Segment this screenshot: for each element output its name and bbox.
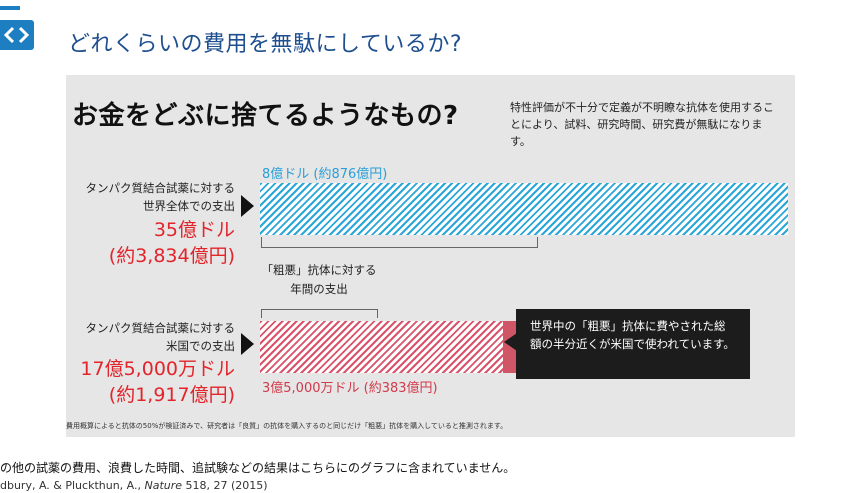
callout-arrow-icon <box>504 333 517 351</box>
citation-authors: dbury, A. & Pluckthun, A., <box>0 479 145 492</box>
chevron-left-icon[interactable] <box>0 20 34 50</box>
us-label-line1: タンパク質結合試薬に対する <box>85 321 236 335</box>
world-pointer-icon <box>241 195 254 217</box>
caption-line2: dbury, A. & Pluckthun, A., Nature 518, 2… <box>0 479 268 492</box>
world-label-line2: 世界全体での支出 <box>143 199 235 213</box>
infographic-panel: お金をどぶに捨てるようなもの? 特性評価が不十分で定義が不明瞭な抗体を使用するこ… <box>66 75 795 437</box>
us-amount: 17億5,000万ドル <box>80 358 235 380</box>
world-label: タンパク質結合試薬に対する 世界全体での支出 <box>86 179 236 215</box>
us-label: タンパク質結合試薬に対する 米国での支出 <box>86 319 236 355</box>
caption-line1: の他の試薬の費用、浪費した時間、追試験などの結果はこちらにのグラフに含まれていま… <box>0 461 516 475</box>
us-bar-label: 3億5,000万ドル (約383億円) <box>262 381 438 396</box>
us-bad-bar <box>260 321 503 373</box>
logo-bar <box>0 6 20 10</box>
middle-label-line2: 年間の支出 <box>290 282 348 296</box>
us-amount-yen: (約1,917億円) <box>108 384 235 406</box>
us-pointer-icon <box>241 333 254 355</box>
middle-label: 「粗悪」抗体に対する 年間の支出 <box>254 261 384 299</box>
citation-journal: Nature <box>144 479 183 492</box>
callout-box: 世界中の「粗悪」抗体に費やされた総額の半分近くが米国で使われています。 <box>516 309 750 379</box>
world-bar-label: 8億ドル (約876億円) <box>262 167 388 182</box>
world-amount-yen: (約3,834億円) <box>108 245 235 267</box>
us-amount-block: 17億5,000万ドル (約1,917億円) <box>80 356 235 408</box>
world-bracket <box>261 237 538 248</box>
world-amount-block: 35億ドル (約3,834億円) <box>109 217 235 269</box>
us-label-line2: 米国での支出 <box>166 339 235 353</box>
headline: お金をどぶに捨てるようなもの? <box>72 101 459 131</box>
world-bad-bar <box>260 183 788 235</box>
world-amount: 35億ドル <box>153 219 235 241</box>
slide-title: どれくらいの費用を無駄にしているか? <box>68 32 463 57</box>
citation-volume: 518, 27 (2015) <box>182 479 268 492</box>
middle-label-line1: 「粗悪」抗体に対する <box>261 263 377 277</box>
us-bracket <box>261 309 378 318</box>
footnote: 費用概算によると抗体の50%が検証済みで、研究者は「良質」の抗体を購入するのと同… <box>66 422 508 430</box>
world-label-line1: タンパク質結合試薬に対する <box>85 181 236 195</box>
note-text: 特性評価が不十分で定義が不明瞭な抗体を使用することにより、試料、研究時間、研究費… <box>510 101 774 148</box>
